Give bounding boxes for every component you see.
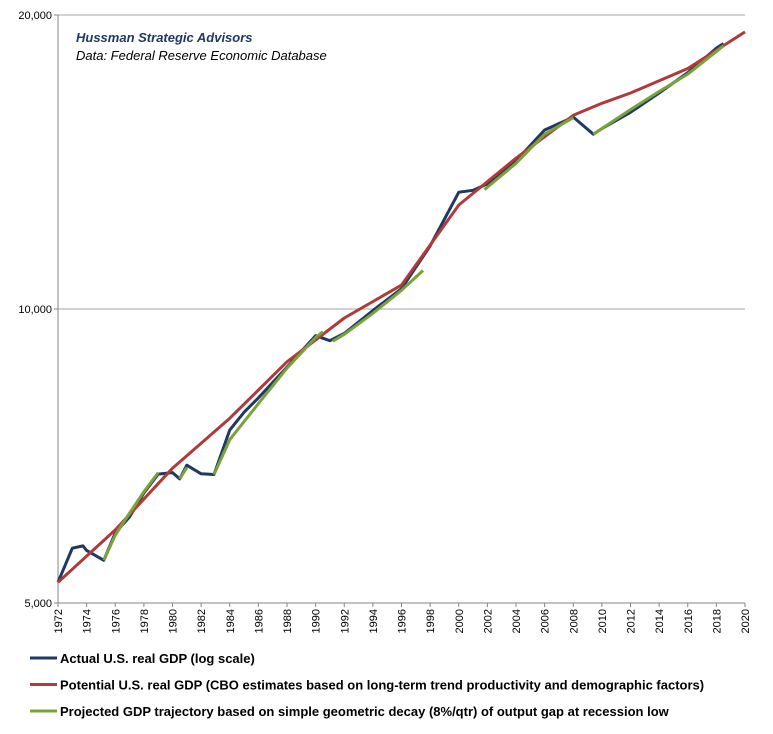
x-tick-label: 1982 bbox=[196, 609, 208, 633]
x-tick-label: 2000 bbox=[454, 609, 466, 633]
x-tick-label: 1990 bbox=[311, 609, 323, 633]
chart-subtitle: Data: Federal Reserve Economic Database bbox=[76, 48, 327, 63]
chart-title: Hussman Strategic Advisors bbox=[76, 30, 253, 45]
x-tick-label: 1992 bbox=[339, 609, 351, 633]
legend-label: Actual U.S. real GDP (log scale) bbox=[60, 651, 255, 666]
x-tick-label: 1984 bbox=[225, 609, 237, 633]
x-tick-label: 1974 bbox=[82, 609, 94, 633]
x-tick-label: 2018 bbox=[711, 609, 723, 633]
x-tick-label: 2008 bbox=[568, 609, 580, 633]
x-tick-label: 2004 bbox=[511, 609, 523, 633]
legend-label: Potential U.S. real GDP (CBO estimates b… bbox=[60, 678, 704, 693]
x-tick-label: 2016 bbox=[683, 609, 695, 633]
legend: Actual U.S. real GDP (log scale) Potentia… bbox=[30, 651, 704, 719]
series-line bbox=[102, 44, 725, 561]
x-tick-label: 1998 bbox=[425, 609, 437, 633]
x-tick-label: 1988 bbox=[282, 609, 294, 633]
y-tick-label: 20,000 bbox=[18, 10, 52, 22]
x-tick-label: 1972 bbox=[53, 609, 65, 633]
x-tick-label: 2006 bbox=[540, 609, 552, 633]
x-tick-label: 2010 bbox=[597, 609, 609, 633]
x-tick-label: 1976 bbox=[110, 609, 122, 633]
x-tick-label: 2002 bbox=[482, 609, 494, 633]
x-tick-label: 1980 bbox=[168, 609, 180, 633]
x-tick-label: 2014 bbox=[654, 609, 666, 633]
y-tick-label: 10,000 bbox=[18, 304, 52, 316]
x-tick-label: 1996 bbox=[397, 609, 409, 633]
y-tick-label: 5,000 bbox=[24, 598, 52, 610]
series-line bbox=[56, 30, 746, 584]
x-tick-label: 1994 bbox=[368, 609, 380, 633]
legend-label: Projected GDP trajectory based on simple… bbox=[60, 704, 670, 719]
series-line bbox=[56, 42, 725, 583]
x-tick-label: 2012 bbox=[626, 609, 638, 633]
x-tick-label: 1978 bbox=[139, 609, 151, 633]
x-tick-label: 1986 bbox=[253, 609, 265, 633]
x-tick-label: 2020 bbox=[740, 609, 752, 633]
